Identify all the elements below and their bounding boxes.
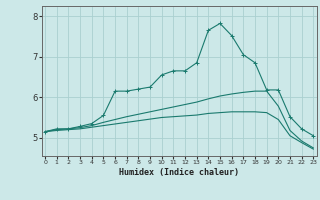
X-axis label: Humidex (Indice chaleur): Humidex (Indice chaleur) (119, 168, 239, 177)
